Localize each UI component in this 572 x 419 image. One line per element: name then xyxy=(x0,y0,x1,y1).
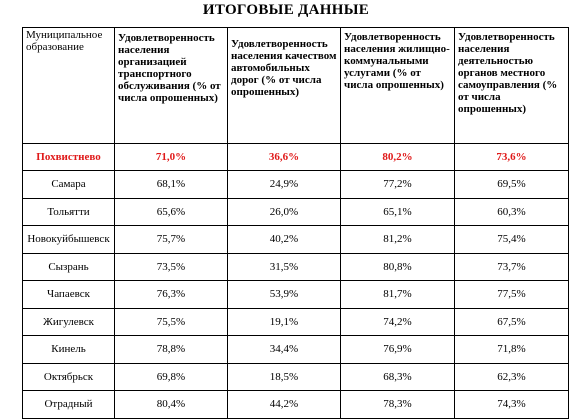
value-cell: 81,7% xyxy=(340,280,455,309)
table-row: Тольятти 65,6% 26,0% 65,1% 60,3% xyxy=(22,197,569,226)
value-cell: 24,9% xyxy=(227,170,341,199)
value-cell: 53,9% xyxy=(227,280,341,309)
value-cell: 76,3% xyxy=(114,280,228,309)
value-cell: 71,0% xyxy=(114,143,228,171)
value-cell: 40,2% xyxy=(227,225,341,254)
value-cell: 65,6% xyxy=(114,197,228,226)
header-transport: Удовлетворенность населения организацией… xyxy=(114,27,228,144)
table-row: Сызрань 73,5% 31,5% 80,8% 73,7% xyxy=(22,252,569,281)
municipality-name: Тольятти xyxy=(22,197,115,226)
municipality-name: Самара xyxy=(22,170,115,199)
value-cell: 19,1% xyxy=(227,307,341,336)
value-cell: 73,5% xyxy=(114,252,228,281)
value-cell: 78,3% xyxy=(340,390,455,419)
value-cell: 68,3% xyxy=(340,362,455,391)
value-cell: 80,2% xyxy=(340,143,455,171)
municipality-name: Чапаевск xyxy=(22,280,115,309)
table-row: Кинель 78,8% 34,4% 76,9% 71,8% xyxy=(22,335,569,364)
municipality-name: Новокуйбышевск xyxy=(22,225,115,254)
value-cell: 75,7% xyxy=(114,225,228,254)
value-cell: 81,2% xyxy=(340,225,455,254)
value-cell: 31,5% xyxy=(227,252,341,281)
municipality-name: Жигулевск xyxy=(22,307,115,336)
header-government: Удовлетворенность населения деятельность… xyxy=(454,27,569,144)
value-cell: 74,3% xyxy=(454,390,569,419)
value-cell: 69,8% xyxy=(114,362,228,391)
value-cell: 80,4% xyxy=(114,390,228,419)
value-cell: 68,1% xyxy=(114,170,228,199)
value-cell: 74,2% xyxy=(340,307,455,336)
table-row: Отрадный 80,4% 44,2% 78,3% 74,3% xyxy=(22,390,569,419)
table-row: Жигулевск 75,5% 19,1% 74,2% 67,5% xyxy=(22,307,569,336)
table-row: Похвистнево 71,0% 36,6% 80,2% 73,6% xyxy=(22,143,569,171)
header-utilities: Удовлетворенность населения жилищно-комм… xyxy=(340,27,455,144)
table-row: Октябрьск 69,8% 18,5% 68,3% 62,3% xyxy=(22,362,569,391)
table-header-row: Муниципальное образование Удовлетворенно… xyxy=(22,27,569,144)
value-cell: 44,2% xyxy=(227,390,341,419)
value-cell: 18,5% xyxy=(227,362,341,391)
value-cell: 76,9% xyxy=(340,335,455,364)
value-cell: 73,6% xyxy=(454,143,569,171)
table-row: Новокуйбышевск 75,7% 40,2% 81,2% 75,4% xyxy=(22,225,569,254)
header-roads: Удовлетворенность населения качеством ав… xyxy=(227,27,341,144)
value-cell: 73,7% xyxy=(454,252,569,281)
municipality-name: Кинель xyxy=(22,335,115,364)
municipality-name: Отрадный xyxy=(22,390,115,419)
value-cell: 71,8% xyxy=(454,335,569,364)
value-cell: 77,2% xyxy=(340,170,455,199)
value-cell: 75,4% xyxy=(454,225,569,254)
value-cell: 78,8% xyxy=(114,335,228,364)
value-cell: 80,8% xyxy=(340,252,455,281)
table-row: Чапаевск 76,3% 53,9% 81,7% 77,5% xyxy=(22,280,569,309)
value-cell: 60,3% xyxy=(454,197,569,226)
value-cell: 69,5% xyxy=(454,170,569,199)
table-row: Самара 68,1% 24,9% 77,2% 69,5% xyxy=(22,170,569,199)
value-cell: 62,3% xyxy=(454,362,569,391)
value-cell: 65,1% xyxy=(340,197,455,226)
page-title: ИТОГОВЫЕ ДАННЫЕ xyxy=(202,2,370,18)
value-cell: 34,4% xyxy=(227,335,341,364)
value-cell: 77,5% xyxy=(454,280,569,309)
value-cell: 67,5% xyxy=(454,307,569,336)
municipality-name: Октябрьск xyxy=(22,362,115,391)
header-municipality: Муниципальное образование xyxy=(22,27,115,144)
value-cell: 36,6% xyxy=(227,143,341,171)
summary-table: Муниципальное образование Удовлетворенно… xyxy=(22,27,569,419)
value-cell: 75,5% xyxy=(114,307,228,336)
municipality-name: Сызрань xyxy=(22,252,115,281)
municipality-name: Похвистнево xyxy=(22,143,115,171)
value-cell: 26,0% xyxy=(227,197,341,226)
